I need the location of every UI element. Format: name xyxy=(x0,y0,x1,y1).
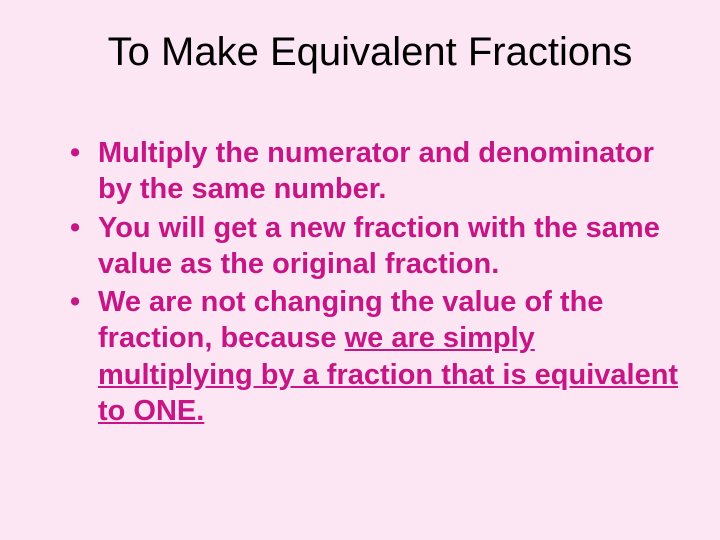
bullet-list: Multiply the numerator and denominator b… xyxy=(40,135,680,429)
bullet-text: Multiply the numerator and denominator b… xyxy=(98,137,654,205)
bullet-item: Multiply the numerator and denominator b… xyxy=(70,135,680,208)
slide-title: To Make Equivalent Fractions xyxy=(40,30,680,75)
bullet-item: We are not changing the value of the fra… xyxy=(70,284,680,429)
bullet-item: You will get a new fraction with the sam… xyxy=(70,210,680,283)
bullet-text: You will get a new fraction with the sam… xyxy=(98,212,660,280)
